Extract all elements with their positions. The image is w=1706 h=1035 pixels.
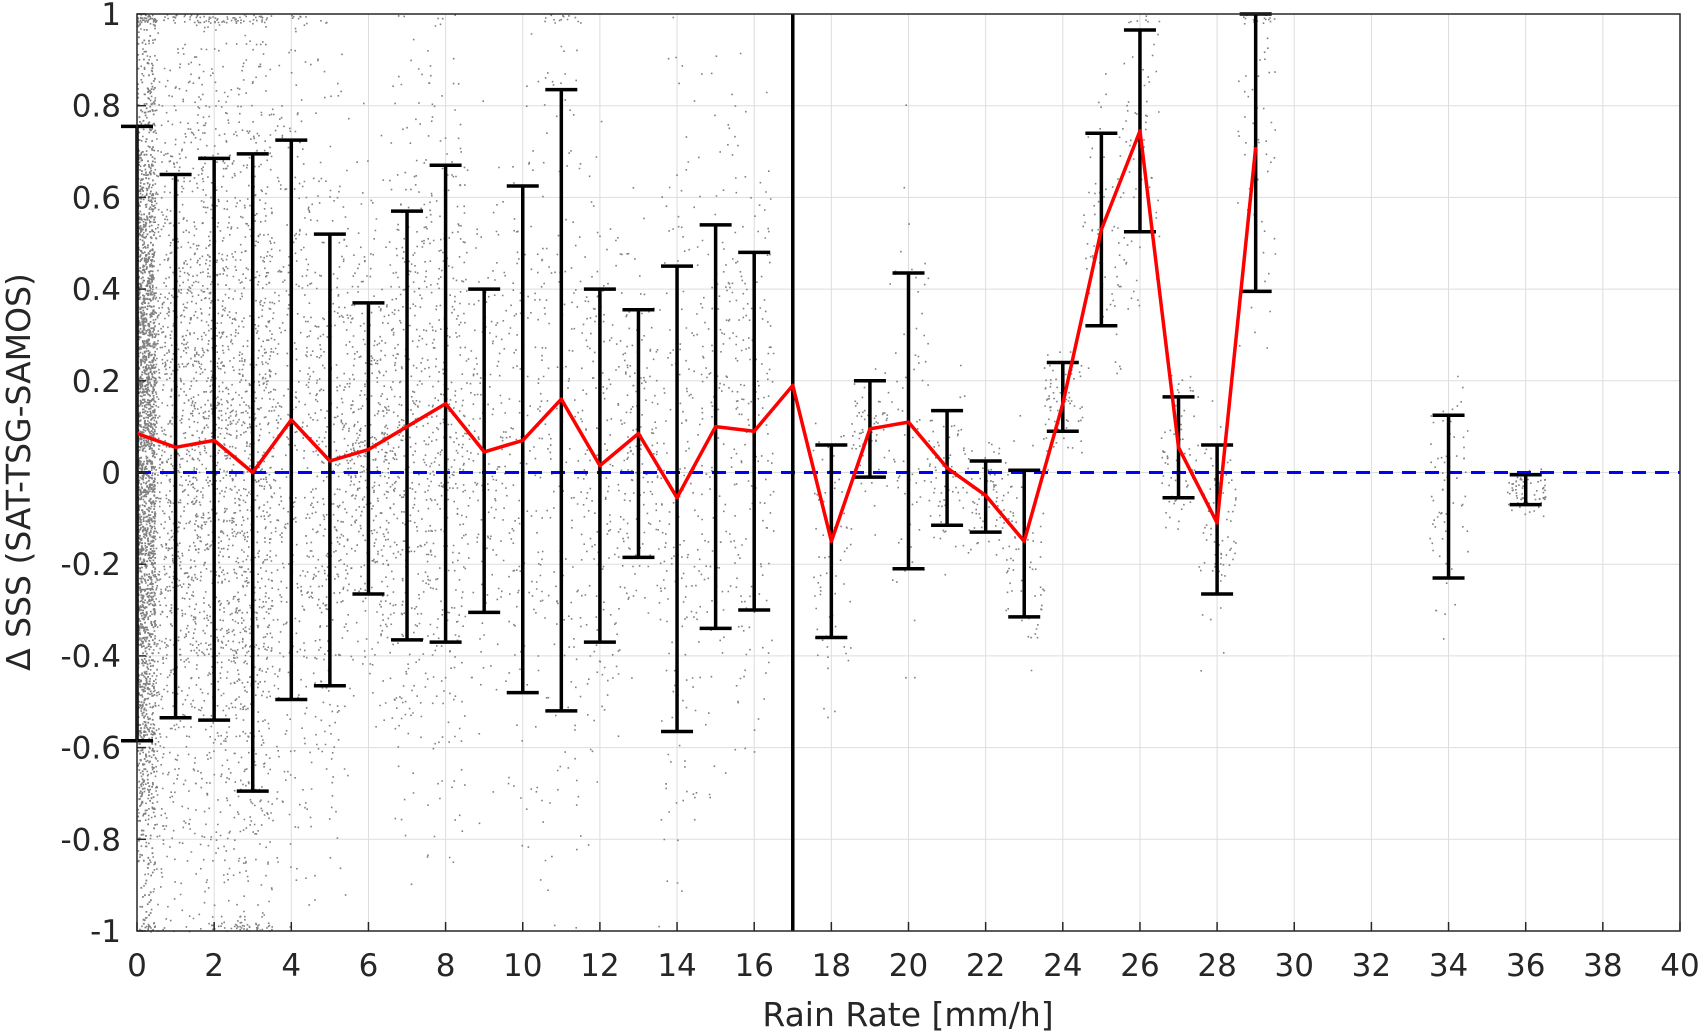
x-tick-label: 14 bbox=[657, 948, 696, 984]
x-tick-label: 6 bbox=[359, 948, 379, 984]
y-tick-label: 0.2 bbox=[72, 364, 121, 400]
x-tick-label: 0 bbox=[127, 948, 147, 984]
y-tick-label: -0.8 bbox=[61, 822, 122, 858]
x-tick-label: 16 bbox=[734, 948, 773, 984]
x-tick-label: 18 bbox=[812, 948, 851, 984]
y-tick-label: -0.4 bbox=[61, 639, 122, 675]
x-tick-label: 8 bbox=[436, 948, 456, 984]
y-tick-label: 0.4 bbox=[72, 272, 121, 308]
y-tick-label: 1 bbox=[101, 0, 121, 33]
x-tick-label: 4 bbox=[281, 948, 301, 984]
error-bar bbox=[1432, 413, 1465, 580]
x-tick-label: 22 bbox=[966, 948, 1005, 984]
x-tick-label: 34 bbox=[1429, 948, 1468, 984]
x-tick-label: 32 bbox=[1352, 948, 1391, 984]
x-tick-label: 40 bbox=[1660, 948, 1699, 984]
x-tick-label: 24 bbox=[1043, 948, 1082, 984]
x-axis-ticks: 0 2 4 6 8 10 12 14 16 18 20 22 24 26 28 30 32 34 36 38 40 bbox=[127, 922, 1700, 984]
x-tick-label: 38 bbox=[1583, 948, 1622, 984]
y-tick-label: -1 bbox=[90, 914, 121, 950]
x-tick-label: 20 bbox=[889, 948, 928, 984]
y-tick-label: -0.2 bbox=[61, 547, 122, 583]
x-tick-label: 36 bbox=[1506, 948, 1545, 984]
x-axis-label: Rain Rate [mm/h] bbox=[762, 995, 1053, 1034]
y-tick-label: -0.6 bbox=[61, 731, 122, 767]
x-tick-label: 28 bbox=[1197, 948, 1236, 984]
mean-line bbox=[136, 129, 1258, 544]
y-tick-label: 0.6 bbox=[72, 180, 121, 216]
x-tick-label: 26 bbox=[1120, 948, 1159, 984]
error-bar bbox=[1008, 468, 1041, 619]
mean-line-layer bbox=[136, 129, 1258, 544]
y-axis-label: Δ SSS (SAT-TSG-SAMOS) bbox=[0, 273, 38, 671]
x-tick-label: 10 bbox=[503, 948, 542, 984]
x-tick-label: 30 bbox=[1275, 948, 1314, 984]
y-tick-label: 0 bbox=[101, 456, 121, 492]
y-tick-label: 0.8 bbox=[72, 89, 121, 125]
x-tick-label: 2 bbox=[204, 948, 224, 984]
error-bar bbox=[1509, 473, 1542, 507]
y-axis-ticks: -1 -0.8 -0.6 -0.4 -0.2 0 0.2 0.4 0.6 0.8 1 bbox=[61, 0, 146, 950]
x-tick-label: 12 bbox=[580, 948, 619, 984]
